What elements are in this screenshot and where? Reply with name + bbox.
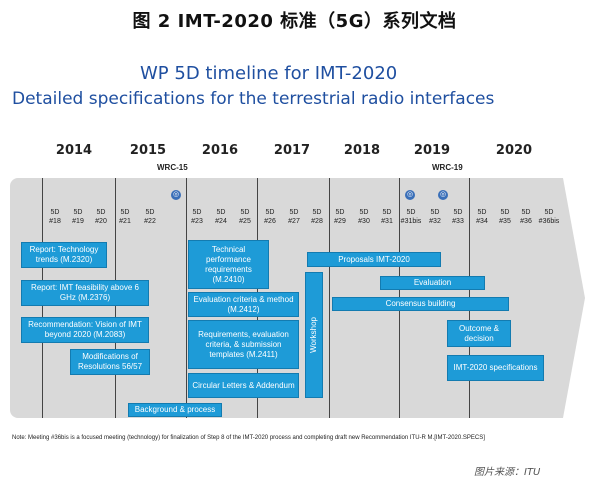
meeting-marker: 5D #19 <box>72 209 84 225</box>
box-requirements-templates: Requirements, evaluation criteria, & sub… <box>188 320 299 369</box>
box-imt2020-specifications: IMT-2020 specifications <box>447 355 544 381</box>
year-label: 2017 <box>273 143 311 158</box>
image-source: 图片来源：ITU <box>474 467 541 478</box>
year-divider <box>329 178 330 418</box>
box-report-imt-above-6ghz: Report: IMT feasibility above 6 GHz (M.2… <box>21 280 149 306</box>
year-label: 2016 <box>201 143 239 158</box>
meeting-marker: 5D #31bis <box>400 209 422 225</box>
year-divider <box>186 178 187 418</box>
wrc-label: WRC-15 <box>157 163 188 172</box>
meeting-marker: 5D #32 <box>429 209 441 225</box>
workshop-label: Workshop <box>309 317 318 353</box>
box-modifications-resolutions: Modifications of Resolutions 56/57 <box>70 349 150 375</box>
slide-subtitle: Detailed specifications for the terrestr… <box>12 89 495 109</box>
meeting-marker: 5D #20 <box>95 209 107 225</box>
year-label: 2019 <box>413 143 451 158</box>
box-consensus-building: Consensus building <box>332 297 509 311</box>
arrow-right-icon <box>563 178 585 418</box>
meeting-marker: 5D #25 <box>239 209 251 225</box>
itu-logo-icon: ◎ <box>405 190 415 200</box>
box-circular-letters: Circular Letters & Addendum <box>188 373 299 398</box>
box-proposals: Proposals IMT-2020 <box>307 252 441 267</box>
year-label: 2014 <box>55 143 93 158</box>
box-evaluation-criteria: Evaluation criteria & method (M.2412) <box>188 292 299 317</box>
box-recommendation-vision: Recommendation: Vision of IMT beyond 202… <box>21 317 149 343</box>
meeting-marker: 5D #23 <box>191 209 203 225</box>
meeting-marker: 5D #26 <box>264 209 276 225</box>
meeting-marker: 5D #31 <box>381 209 393 225</box>
year-label: 2020 <box>495 143 533 158</box>
meeting-marker: 5D #35 <box>499 209 511 225</box>
box-technical-performance: Technical performance requirements (M.24… <box>188 240 269 289</box>
box-outcome-decision: Outcome & decision <box>447 320 511 347</box>
box-background-process: Background & process <box>128 403 222 417</box>
meeting-marker: 5D #27 <box>288 209 300 225</box>
meeting-marker: 5D #21 <box>119 209 131 225</box>
itu-logo-icon: ◎ <box>171 190 181 200</box>
meeting-marker: 5D #34 <box>476 209 488 225</box>
meeting-marker: 5D #18 <box>49 209 61 225</box>
box-evaluation: Evaluation <box>380 276 485 290</box>
footnote: Note: Meeting #36bis is a focused meetin… <box>12 435 485 441</box>
meeting-marker: 5D #33 <box>452 209 464 225</box>
meeting-marker: 5D #22 <box>144 209 156 225</box>
itu-logo-icon: ◎ <box>438 190 448 200</box>
meeting-marker: 5D #28 <box>311 209 323 225</box>
wrc-label: WRC-19 <box>432 163 463 172</box>
slide-title: WP 5D timeline for IMT-2020 <box>140 63 398 84</box>
year-label: 2018 <box>343 143 381 158</box>
meeting-marker: 5D #36bis <box>538 209 560 225</box>
year-label: 2015 <box>129 143 167 158</box>
meeting-marker: 5D #36 <box>520 209 532 225</box>
figure-caption: 图 2 IMT-2020 标准（5G）系列文档 <box>132 11 457 32</box>
box-workshop: Workshop <box>305 272 323 398</box>
meeting-marker: 5D #29 <box>334 209 346 225</box>
meeting-marker: 5D #30 <box>358 209 370 225</box>
box-report-technology-trends: Report: Technology trends (M.2320) <box>21 242 107 268</box>
meeting-marker: 5D #24 <box>215 209 227 225</box>
